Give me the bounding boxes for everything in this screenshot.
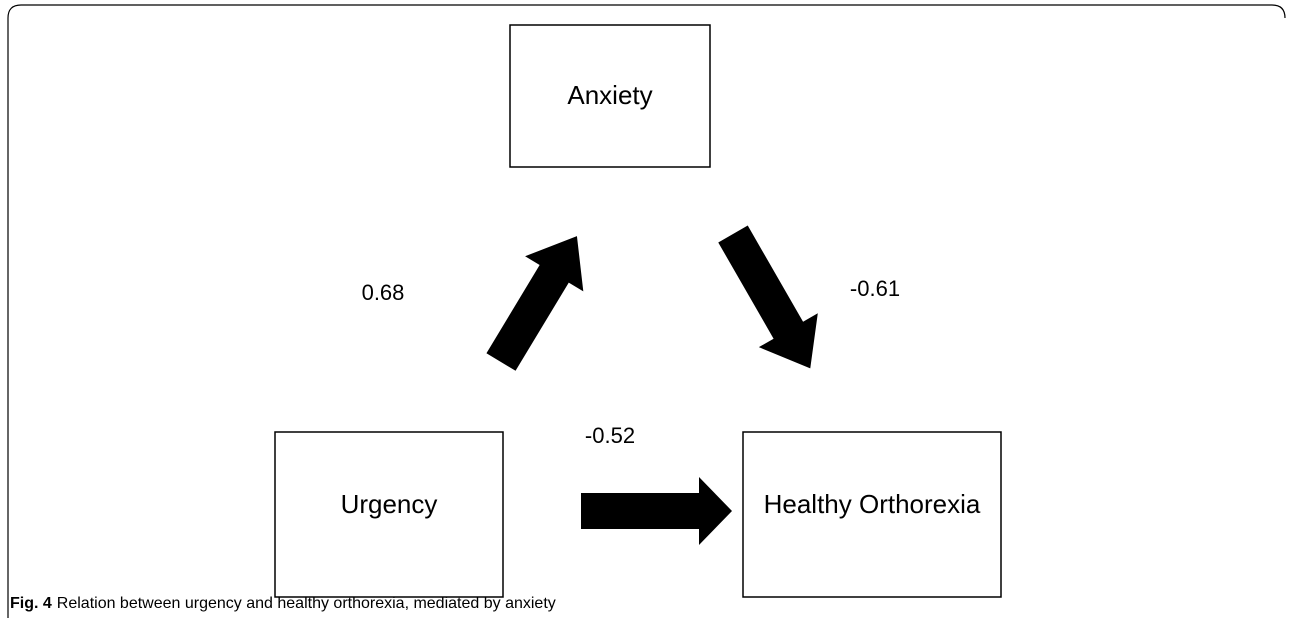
caption-number: Fig. 4 <box>10 595 52 612</box>
arrow <box>718 225 818 369</box>
node-label: Anxiety <box>567 80 652 110</box>
frame <box>7 4 1286 618</box>
node-box <box>509 24 711 168</box>
edge-label: 0.68 <box>362 280 405 305</box>
node-box <box>274 431 504 598</box>
arrow <box>581 477 732 545</box>
node-label: Healthy Orthorexia <box>764 489 981 519</box>
node-label: Urgency <box>341 489 438 519</box>
node-box <box>742 431 1002 598</box>
edge-label: -0.61 <box>850 276 900 301</box>
caption-text: Relation between urgency and healthy ort… <box>57 595 556 612</box>
edge-label: -0.52 <box>585 423 635 448</box>
arrow <box>486 236 584 371</box>
caption: Fig. 4 Relation between urgency and healt… <box>10 595 556 612</box>
